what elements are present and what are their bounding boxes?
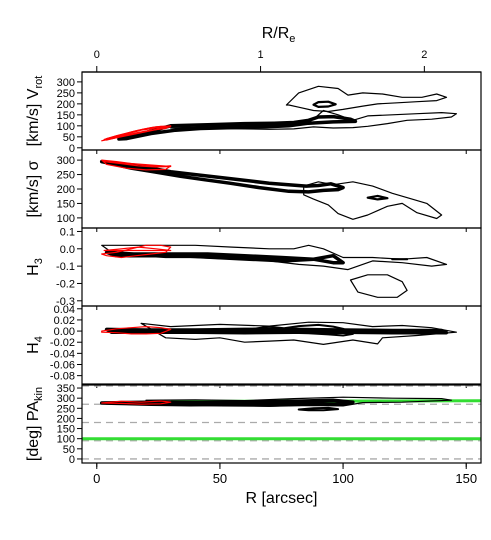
top-axis-label: R/Re	[262, 25, 296, 45]
sigma-ytick-label-2: 200	[57, 184, 75, 196]
h3-ytick-label-1: -0.2	[56, 278, 75, 290]
vrot-ylabel: [km/s] Vrot	[25, 76, 45, 147]
pakin-plot-area	[82, 385, 481, 460]
top-tick-label-2: 2	[421, 49, 427, 61]
h3-contour-1	[101, 244, 448, 271]
h4-ytick-label-1: -0.06	[50, 360, 75, 372]
h4-contour-2	[140, 321, 457, 345]
h4-ytick-label-5: 0.02	[54, 315, 75, 327]
pakin-contour-3	[101, 400, 172, 405]
h3-ytick-label-3: 0.0	[60, 244, 75, 256]
vrot-ytick-label-0: 0	[69, 143, 75, 155]
h4-ytick-label-4: 0.00	[54, 326, 75, 338]
sigma-ytick-label-0: 100	[57, 213, 75, 225]
vrot-contour-6	[101, 126, 169, 142]
x-tick-label-2: 100	[332, 471, 354, 486]
vrot-ytick-label-3: 150	[57, 110, 75, 122]
h3-ylabel-main: H	[25, 264, 42, 276]
sigma-ytick-label-4: 300	[57, 155, 75, 167]
vrot-contour-5	[105, 125, 172, 140]
h4-ytick-label-2: -0.04	[50, 348, 75, 360]
h4-plot-area	[101, 321, 457, 345]
pakin-ylabel-sub: kin	[33, 387, 45, 401]
h3-ytick-label-4: 0.1	[60, 226, 75, 238]
pakin-ytick-label-1: 50	[63, 444, 75, 456]
h4-ylabel-sub: 4	[33, 336, 45, 342]
vrot-plot-area	[101, 85, 457, 142]
h3-ytick-label-0: -0.3	[56, 296, 75, 308]
h4-frame	[81, 305, 482, 385]
h4-ytick-label-3: -0.02	[50, 337, 75, 349]
vrot-frame	[81, 71, 482, 151]
sigma-ytick-label-1: 150	[57, 198, 75, 210]
h4-ylabel-main: H	[25, 342, 42, 354]
vrot-ytick-label-1: 50	[63, 132, 75, 144]
h4-ytick-label-0: -0.08	[50, 371, 75, 383]
sigma-contour-1	[303, 181, 443, 220]
pakin-ytick-label-3: 150	[57, 424, 75, 436]
panel-h3: -0.3 -0.2 -0.1 0.0 0.1 H3	[25, 226, 482, 310]
h4-contour-1	[248, 323, 354, 337]
top-axis: 0 1 2 R/Re	[82, 25, 481, 73]
pakin-ylabel-unit: [deg]	[25, 421, 42, 461]
vrot-ytick-label-2: 100	[57, 121, 75, 133]
panel-sigma: 100 150 200 250 300 [km/s] σ	[25, 149, 482, 232]
sigma-ylabel-unit: [km/s]	[25, 170, 42, 217]
x-axis-label: R [arcsec]	[245, 490, 317, 507]
pakin-ytick-label-6: 300	[57, 393, 75, 405]
x-tick-label-0: 0	[93, 471, 100, 486]
vrot-ylabel-main: V	[25, 88, 42, 99]
pakin-frame	[81, 384, 482, 464]
top-axis-label-main: R/R	[262, 25, 290, 42]
sigma-contour-4	[103, 161, 172, 168]
h3-plot-area	[101, 244, 448, 298]
vrot-ytick-label-4: 200	[57, 99, 75, 111]
sigma-ylabel-main: σ	[25, 160, 42, 170]
x-tick-label-1: 50	[213, 471, 227, 486]
pakin-contour-2	[145, 396, 452, 407]
h3-ylabel-sub: 3	[33, 258, 45, 264]
vrot-ytick-label-5: 250	[57, 88, 75, 100]
h3-frame	[81, 227, 482, 307]
pakin-ytick-label-0: 0	[69, 454, 75, 466]
sigma-contour-2	[366, 194, 389, 201]
h4-contour-3	[101, 326, 172, 335]
pakin-ytick-label-2: 100	[57, 434, 75, 446]
vrot-ytick-label-6: 300	[57, 77, 75, 89]
pakin-ytick-label-5: 250	[57, 403, 75, 415]
vrot-ylabel-unit: [km/s]	[25, 99, 42, 146]
vrot-ylabel-sub: rot	[33, 76, 45, 89]
vrot-contour-1	[170, 109, 457, 130]
top-axis-label-sub: e	[289, 33, 295, 45]
bottom-axis: 0 50 100 150 R [arcsec]	[93, 463, 477, 507]
vrot-contour-3	[312, 100, 337, 109]
pakin-ytick-label-7: 350	[57, 383, 75, 395]
top-tick-label-1: 1	[258, 49, 264, 61]
h3-contour-0	[104, 250, 345, 265]
h3-ylabel: H3	[25, 258, 45, 276]
pakin-ylabel: [deg] PAkin	[25, 387, 45, 461]
sigma-ytick-label-3: 250	[57, 170, 75, 182]
h3-contour-5	[103, 246, 172, 252]
h4-ytick-label-6: 0.04	[54, 304, 75, 316]
x-tick-label-3: 150	[455, 471, 477, 486]
h4-ylabel: H4	[25, 336, 45, 354]
pakin-ylabel-main: PA	[25, 401, 42, 421]
pakin-contour-1	[297, 406, 340, 412]
top-tick-label-0: 0	[94, 49, 100, 61]
vrot-contour-2	[285, 85, 448, 113]
sigma-contour-0	[99, 159, 345, 194]
pakin-ytick-label-4: 200	[57, 413, 75, 425]
sigma-plot-area	[99, 159, 443, 220]
h3-contour-2	[349, 274, 408, 298]
h3-ytick-label-2: -0.1	[56, 261, 75, 273]
panel-h4: -0.08-0.06-0.04-0.020.000.020.04 H4	[25, 304, 482, 388]
sigma-ylabel: [km/s] σ	[25, 160, 42, 217]
